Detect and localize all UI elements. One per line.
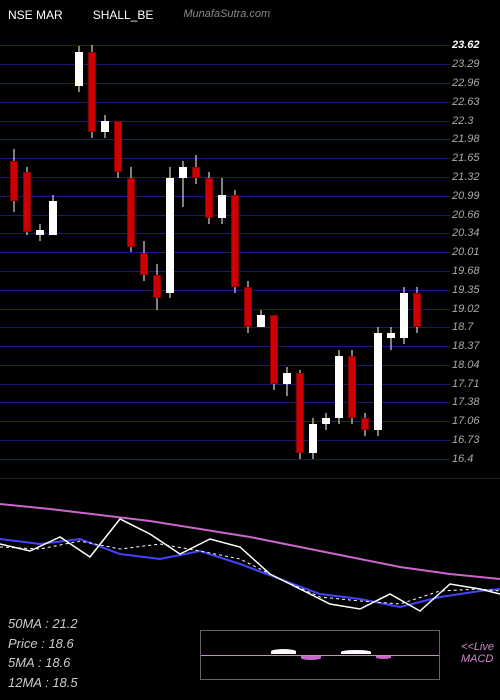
y-tick-label: 19.02 — [452, 303, 496, 315]
gridline — [0, 121, 450, 122]
gridline — [0, 384, 450, 385]
macd-blip — [376, 656, 391, 659]
gridline — [0, 158, 450, 159]
info-box: 50MA : 21.2 Price : 18.6 5MA : 18.6 12MA… — [8, 614, 78, 692]
y-tick-label: 19.35 — [452, 284, 496, 296]
y-tick-label: 17.38 — [452, 396, 496, 408]
gridline — [0, 64, 450, 65]
chart-header: NSE MAR SHALL_BE MunafaSutra.com — [8, 8, 492, 22]
gridline — [0, 440, 450, 441]
macd-blip — [271, 649, 296, 654]
gridline — [0, 102, 450, 103]
exchange-label: NSE MAR — [8, 8, 63, 22]
gridline — [0, 459, 450, 460]
y-tick-label: 22.96 — [452, 77, 496, 89]
gridline — [0, 252, 450, 253]
watermark-label: MunafaSutra.com — [183, 8, 270, 22]
gridline — [0, 327, 450, 328]
gridline — [0, 271, 450, 272]
gridline — [0, 139, 450, 140]
indicator-lines — [0, 479, 500, 624]
y-tick-label: 22.3 — [452, 115, 496, 127]
gridline — [0, 309, 450, 310]
y-tick-label: 21.65 — [452, 152, 496, 164]
macd-panel — [200, 630, 440, 680]
gridline — [0, 421, 450, 422]
y-tick-label: 22.63 — [452, 96, 496, 108]
y-axis: 23.62 23.29 22.96 22.63 22.3 21.98 21.65 21.32 2… — [450, 35, 500, 470]
gridline — [0, 365, 450, 366]
y-tick-label: 17.71 — [452, 378, 496, 390]
ticker-label: SHALL_BE — [93, 8, 154, 22]
macd-label: <<Live MACD — [461, 641, 494, 665]
y-tick-label: 23.29 — [452, 58, 496, 70]
ma50-text: 50MA : 21.2 — [8, 614, 78, 634]
gridline — [0, 83, 450, 84]
y-tick-label: 16.4 — [452, 453, 496, 465]
y-tick-label: 21.32 — [452, 171, 496, 183]
ma5-text: 5MA : 18.6 — [8, 653, 78, 673]
y-tick-label: 18.37 — [452, 340, 496, 352]
y-tick-label: 20.34 — [452, 227, 496, 239]
y-tick-label: 21.98 — [452, 133, 496, 145]
indicator-line-price — [0, 519, 500, 611]
macd-blip — [301, 656, 321, 660]
gridline — [0, 177, 450, 178]
gridline — [0, 233, 450, 234]
y-tick-label: 18.7 — [452, 321, 496, 333]
indicator-chart — [0, 478, 500, 623]
y-tick-label: 17.06 — [452, 415, 496, 427]
gridline — [0, 402, 450, 403]
y-tick-label: 23.62 — [452, 39, 496, 51]
indicator-line-ma5 — [0, 541, 500, 604]
gridline — [0, 346, 450, 347]
y-tick-label: 20.01 — [452, 246, 496, 258]
gridline — [0, 45, 450, 46]
y-tick-label: 19.68 — [452, 265, 496, 277]
y-tick-label: 18.04 — [452, 359, 496, 371]
gridline — [0, 290, 450, 291]
price-chart — [0, 35, 450, 470]
ma12-text: 12MA : 18.5 — [8, 673, 78, 693]
y-tick-label: 16.73 — [452, 434, 496, 446]
y-tick-label: 20.66 — [452, 209, 496, 221]
price-text: Price : 18.6 — [8, 634, 78, 654]
macd-blip — [341, 650, 371, 654]
y-tick-label: 20.99 — [452, 190, 496, 202]
indicator-line-ma12 — [0, 539, 500, 607]
